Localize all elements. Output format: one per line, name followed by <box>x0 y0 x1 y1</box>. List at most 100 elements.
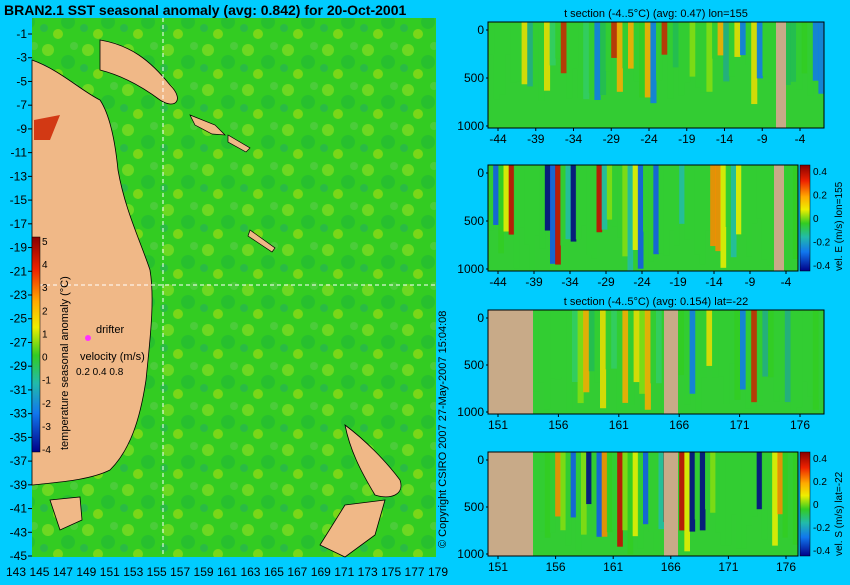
map-colorbar-tick: 4 <box>42 260 48 271</box>
section-stripe <box>695 310 702 412</box>
land-mask <box>774 165 784 271</box>
section-stripe <box>612 165 618 227</box>
section-stripe <box>695 22 702 88</box>
section-stripe <box>768 310 775 378</box>
section-stripe <box>577 22 584 99</box>
section-stripe <box>699 165 706 265</box>
section-stripe <box>715 452 721 533</box>
section-stripe <box>751 452 758 517</box>
section-stripe <box>700 310 707 378</box>
section-stripe <box>575 452 582 551</box>
lat-tick-label: -27 <box>10 335 28 349</box>
section-stripe <box>756 22 763 79</box>
velocity-colorbar-tick: 0 <box>813 500 819 511</box>
x-tick-label: -39 <box>527 132 545 146</box>
section-stripe <box>503 165 510 232</box>
map-colorbar-tick: -4 <box>42 445 51 456</box>
map-colorbar-tick: -2 <box>42 399 51 410</box>
section-stripe <box>560 165 566 246</box>
section-stripe <box>694 452 701 520</box>
section-stripe <box>617 452 623 547</box>
section-stripe <box>751 165 758 224</box>
section-stripe <box>539 452 546 532</box>
section-stripe <box>672 22 679 68</box>
section-stripe <box>527 22 534 87</box>
lon-tick-label: 167 <box>287 565 307 579</box>
section-stripe <box>705 165 711 231</box>
section-stripe <box>792 165 799 259</box>
section-stripe <box>773 310 780 402</box>
section-stripe <box>723 310 730 404</box>
section-stripe <box>715 165 721 252</box>
x-tick-label: -29 <box>597 275 615 289</box>
x-tick-label: 151 <box>488 418 508 432</box>
map-title: BRAN2.1 SST seasonal anomaly (avg: 0.842… <box>4 2 406 18</box>
section-stripe <box>643 452 649 525</box>
section-stripe <box>534 452 541 521</box>
section-stripe <box>616 22 623 92</box>
section-stripe <box>519 165 525 228</box>
x-tick-label: 151 <box>488 560 508 574</box>
x-tick-label: -34 <box>561 275 579 289</box>
section-stripe <box>787 165 794 230</box>
x-tick-label: 176 <box>790 418 810 432</box>
section-stripe <box>784 22 791 85</box>
section-stripe <box>627 452 634 555</box>
section-stripe <box>566 22 573 99</box>
lon-tick-label: 157 <box>170 565 190 579</box>
lat-tick-label: -33 <box>10 407 28 421</box>
section-stripe <box>730 165 737 258</box>
section-stripe <box>740 22 747 56</box>
lat-tick-label: -39 <box>10 478 28 492</box>
x-tick-label: -39 <box>525 275 543 289</box>
section-stripe <box>572 310 579 382</box>
section-stripe <box>555 310 562 380</box>
section-stripe <box>622 310 629 403</box>
x-tick-label: 161 <box>603 560 623 574</box>
section-stripe <box>516 22 523 82</box>
section-stripe <box>679 452 685 531</box>
velocity-colorbar <box>799 164 811 272</box>
lat-tick-label: -37 <box>10 454 28 468</box>
section-stripe <box>761 165 768 260</box>
section-stripe <box>746 165 752 257</box>
section-stripe <box>741 165 747 236</box>
section-stripe <box>723 22 730 82</box>
section-stripe <box>555 452 561 517</box>
lon-tick-label: 175 <box>381 565 401 579</box>
section-stripe <box>762 310 769 377</box>
section-stripe <box>583 22 590 100</box>
section-stripe <box>756 310 763 406</box>
velocity-colorbar-tick: 0.4 <box>813 454 827 465</box>
section-stripe <box>570 165 577 242</box>
section-stripe <box>611 22 618 58</box>
velocity-colorbar-tick: -0.2 <box>813 238 831 249</box>
map-colorbar-tick: 2 <box>42 306 48 317</box>
lat-tick-label: -11 <box>11 146 28 160</box>
section-stripe <box>674 165 680 246</box>
section-stripe <box>504 22 511 55</box>
depth-tick-label: 0 <box>477 453 484 467</box>
section-panels: t section (-4..5°C) (avg: 0.47) lon=155 0… <box>457 8 845 574</box>
section-stripe <box>632 165 639 250</box>
section-stripe <box>648 165 654 262</box>
section-stripe <box>745 310 752 409</box>
land-mask <box>664 452 678 556</box>
x-tick-label: -19 <box>678 132 696 146</box>
land-mask <box>776 22 786 128</box>
section-stripe <box>643 165 649 232</box>
lon-tick-label: 151 <box>100 565 120 579</box>
section-stripe <box>594 310 601 383</box>
lat-tick-label: -9 <box>16 122 27 136</box>
section-stripe <box>575 165 582 240</box>
x-tick-label: 156 <box>548 418 568 432</box>
section-stripe <box>508 165 515 235</box>
depth-tick-label: 500 <box>464 358 484 372</box>
section-stripe <box>751 310 758 403</box>
depth-tick-label: 1000 <box>457 547 484 561</box>
map-colorbar-tick: 5 <box>42 237 48 248</box>
velocity-colorbar-tick: 0 <box>813 214 819 225</box>
section-stripe <box>600 310 607 409</box>
section-stripe <box>628 22 635 69</box>
section-stripe <box>700 22 707 93</box>
